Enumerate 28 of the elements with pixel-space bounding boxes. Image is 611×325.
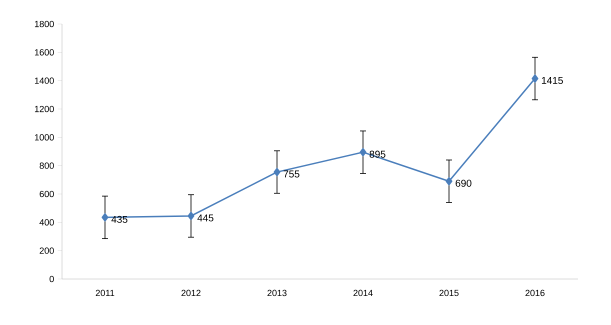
point — [446, 177, 452, 186]
y-tick-label: 1600 — [34, 49, 54, 56]
point — [360, 148, 366, 156]
x-tick-label: 2012 — [181, 290, 201, 296]
y-tick-label: 600 — [40, 190, 54, 198]
x-tick-label: 2016 — [525, 290, 545, 296]
point — [102, 213, 108, 222]
y-tick-label: 800 — [40, 162, 54, 169]
point — [188, 212, 194, 220]
data-label: 445 — [197, 214, 214, 222]
x-tick-label: 2015 — [439, 290, 459, 296]
y-tick-label: 400 — [39, 219, 54, 226]
y-tick-label: 1000 — [34, 134, 54, 141]
y-tick-label: 200 — [40, 247, 54, 254]
x-tick-label: 2013 — [267, 290, 287, 296]
point — [274, 168, 280, 176]
y-tick-label: 0 — [50, 276, 54, 282]
y-tick-label: 1200 — [34, 106, 54, 112]
x-tick-label: 2014 — [353, 290, 373, 296]
data-label: 895 — [370, 150, 386, 158]
y-tick-label: 1400 — [34, 77, 54, 84]
data-label: 1415 — [542, 77, 563, 84]
data-label: 755 — [284, 170, 300, 178]
x-tick-label: 2011 — [96, 290, 114, 296]
data-label: 435 — [111, 216, 128, 223]
y-tick-label: 1800 — [34, 20, 54, 28]
point — [532, 74, 538, 83]
data-label: 690 — [456, 180, 472, 187]
